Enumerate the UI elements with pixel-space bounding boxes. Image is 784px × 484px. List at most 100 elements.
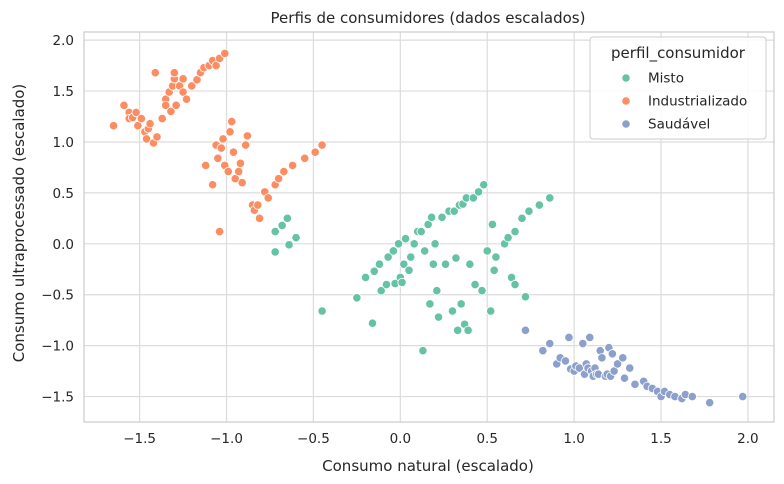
point-industrializado <box>166 106 176 117</box>
point-saudavel <box>705 398 715 408</box>
point-saudavel <box>612 359 623 369</box>
point-industrializado <box>274 174 284 184</box>
point-saudavel <box>560 356 571 366</box>
point-misto <box>430 239 440 249</box>
point-industrializado <box>223 166 233 177</box>
point-industrializado <box>157 113 167 124</box>
plot-frame <box>83 31 775 423</box>
point-misto <box>465 259 475 269</box>
point-misto <box>433 312 444 322</box>
point-misto <box>486 306 496 316</box>
point-misto <box>284 240 294 250</box>
point-misto <box>482 246 492 256</box>
point-industrializado <box>213 153 223 163</box>
point-misto <box>491 252 501 262</box>
point-misto <box>517 213 527 223</box>
point-misto <box>404 265 414 275</box>
point-misto <box>489 265 499 275</box>
point-misto <box>456 299 466 309</box>
point-industrializado <box>279 166 289 177</box>
point-saudavel <box>545 338 555 349</box>
y-tick-label: 0.5 <box>53 186 74 202</box>
data-points <box>108 48 748 408</box>
point-misto <box>383 252 393 262</box>
legend-box <box>589 36 767 140</box>
x-tick-label: −1.0 <box>210 431 243 447</box>
legend-label-industrializado: Industrializado <box>648 94 747 110</box>
point-industrializado <box>108 121 119 131</box>
point-industrializado <box>178 74 188 84</box>
point-industrializado <box>216 143 226 153</box>
x-tick-label: −1.5 <box>123 431 156 447</box>
point-misto <box>397 277 407 288</box>
point-industrializado <box>241 140 251 150</box>
x-tick-label: 0.5 <box>476 431 497 447</box>
legend-title: perfil_consumidor <box>611 44 746 63</box>
point-misto <box>400 234 411 244</box>
y-tick-label: −1.0 <box>41 339 74 355</box>
y-tick-labels: −1.5 −1.0 −0.5 0.0 0.5 1.0 1.5 2.0 <box>41 33 74 405</box>
point-misto <box>440 259 451 269</box>
point-saudavel <box>607 349 617 359</box>
point-misto <box>524 206 534 216</box>
y-tick-label: −0.5 <box>41 288 74 304</box>
point-misto <box>503 233 513 243</box>
point-misto <box>270 247 280 257</box>
point-misto <box>479 180 489 190</box>
point-industrializado <box>201 160 211 170</box>
point-industrializado <box>235 158 246 168</box>
point-industrializado <box>300 153 310 163</box>
point-industrializado <box>181 94 192 104</box>
point-misto <box>473 187 484 197</box>
point-misto <box>425 299 435 309</box>
point-industrializado <box>131 107 141 118</box>
point-misto <box>406 252 416 262</box>
x-tick-label: 2.0 <box>737 431 758 447</box>
point-industrializado <box>263 193 273 203</box>
point-industrializado <box>150 68 160 78</box>
point-misto <box>399 259 409 269</box>
point-misto <box>427 212 437 222</box>
point-saudavel <box>630 379 640 389</box>
point-saudavel <box>578 338 588 349</box>
point-saudavel <box>619 373 630 383</box>
point-misto <box>487 219 498 230</box>
point-industrializado <box>287 160 298 170</box>
x-tick-label: 1.5 <box>650 431 671 447</box>
point-misto <box>463 325 473 335</box>
y-tick-label: 1.0 <box>53 135 74 151</box>
point-misto <box>409 239 419 249</box>
point-saudavel <box>738 391 748 402</box>
point-industrializado <box>218 134 228 144</box>
point-misto <box>352 293 362 303</box>
y-tick-label: 0.0 <box>53 237 74 253</box>
point-misto <box>291 233 301 243</box>
point-industrializado <box>171 100 181 110</box>
point-industrializado <box>237 178 247 188</box>
x-axis-label: Consumo natural (escalado) <box>322 457 534 475</box>
point-saudavel <box>597 353 607 363</box>
point-misto <box>282 213 292 223</box>
point-misto <box>470 279 480 290</box>
legend-marker-misto <box>621 73 631 83</box>
point-industrializado <box>136 113 146 124</box>
point-saudavel <box>564 332 574 343</box>
point-industrializado <box>220 48 230 58</box>
legend-marker-saudavel <box>621 119 631 129</box>
point-industrializado <box>317 140 327 150</box>
point-misto <box>510 279 520 290</box>
point-misto <box>477 286 487 296</box>
point-industrializado <box>119 100 129 110</box>
point-misto <box>418 346 428 356</box>
point-saudavel <box>538 346 548 356</box>
point-misto <box>317 306 327 316</box>
point-misto <box>451 253 461 263</box>
point-industrializado <box>242 131 252 141</box>
point-misto <box>534 200 544 210</box>
y-tick-label: 2.0 <box>53 33 74 49</box>
y-tick-label: 1.5 <box>53 84 74 100</box>
point-misto <box>393 239 404 249</box>
point-misto <box>369 266 379 276</box>
point-misto <box>545 193 555 203</box>
